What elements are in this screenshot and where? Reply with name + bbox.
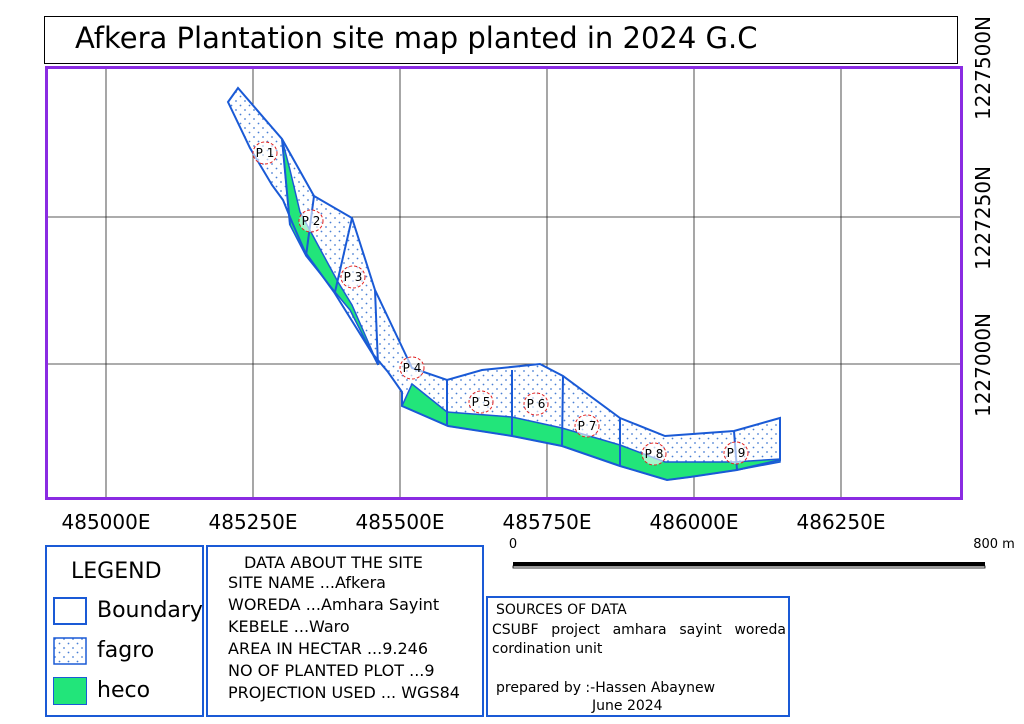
site-data-row: PROJECTION USED ... WGS84 bbox=[228, 683, 460, 702]
sources-title: SOURCES OF DATA bbox=[496, 602, 627, 618]
legend-label: Boundary bbox=[97, 598, 203, 623]
easting-label: 486250E bbox=[796, 510, 886, 534]
plot-divider bbox=[374, 289, 379, 366]
legend-item-fagro: fagro bbox=[53, 637, 203, 667]
plot-ring bbox=[298, 209, 324, 233]
site-data-row: WOREDA ...Amhara Sayint bbox=[228, 595, 440, 614]
plot-label-p4: P 4 bbox=[403, 361, 422, 375]
plot-label-p8: P 8 bbox=[645, 447, 664, 461]
sources-panel: SOURCES OF DATA CSUBF project amhara say… bbox=[486, 596, 790, 717]
plot-ring bbox=[641, 442, 667, 466]
legend-item-boundary: Boundary bbox=[53, 597, 203, 627]
plot-ring bbox=[252, 141, 278, 165]
map-title-box: Afkera Plantation site map planted in 20… bbox=[44, 16, 958, 64]
plot-divider bbox=[281, 138, 291, 226]
plot-ring bbox=[523, 392, 549, 416]
scale-bar-start-label: 0 bbox=[509, 537, 517, 552]
plot-label-p1: P 1 bbox=[256, 146, 275, 160]
boundary-swatch-icon bbox=[53, 597, 87, 625]
plot-ring bbox=[399, 356, 425, 380]
easting-label: 485250E bbox=[208, 510, 298, 534]
site-data-row: SITE NAME ...Afkera bbox=[228, 573, 386, 592]
plot-label-p3: P 3 bbox=[344, 270, 363, 284]
easting-label: 485500E bbox=[355, 510, 445, 534]
site-data-row: KEBELE ...Waro bbox=[228, 617, 350, 636]
prepared-date: June 2024 bbox=[592, 698, 663, 714]
map-title: Afkera Plantation site map planted in 20… bbox=[75, 21, 758, 55]
plot-label-p5: P 5 bbox=[472, 395, 491, 409]
sources-body: CSUBF project amhara sayint woreda cordi… bbox=[492, 622, 786, 657]
plot-label-p2: P 2 bbox=[302, 214, 321, 228]
plot-ring bbox=[723, 441, 749, 465]
plot-ring bbox=[468, 390, 494, 414]
site-data-row: NO OF PLANTED PLOT ...9 bbox=[228, 661, 435, 680]
site-data-row: AREA IN HECTAR ...9.246 bbox=[228, 639, 429, 658]
easting-label: 485000E bbox=[61, 510, 151, 534]
legend-label: fagro bbox=[97, 638, 155, 663]
plot-label-rings bbox=[252, 141, 749, 466]
scale-bar-bar bbox=[513, 562, 985, 566]
fagro-swatch-icon bbox=[53, 637, 87, 665]
plot-label-p6: P 6 bbox=[527, 397, 546, 411]
plot-divider bbox=[334, 217, 353, 293]
site-boundary bbox=[226, 86, 781, 482]
legend-item-heco: heco bbox=[53, 677, 203, 707]
northing-label: 1227250N bbox=[971, 165, 995, 271]
plot-label-p9: P 9 bbox=[727, 446, 746, 460]
scale-bar: 0 800 m bbox=[509, 537, 1015, 569]
scale-bar-bar bbox=[512, 565, 986, 569]
legend-title: LEGEND bbox=[71, 559, 162, 584]
northing-label: 1227500N bbox=[971, 15, 995, 121]
plot-divider bbox=[561, 375, 564, 447]
prepared-by: prepared by :-Hassen Abaynew bbox=[496, 680, 716, 696]
heco-swatch-icon bbox=[53, 677, 87, 705]
legend-label: heco bbox=[97, 678, 151, 703]
easting-label: 486000E bbox=[649, 510, 739, 534]
scale-bar-end-label: 800 m bbox=[973, 537, 1015, 552]
site-data-panel: DATA ABOUT THE SITE SITE NAME ...Afkera … bbox=[206, 545, 484, 717]
northing-label: 1227000N bbox=[971, 312, 995, 418]
site-data-title: DATA ABOUT THE SITE bbox=[244, 553, 423, 572]
plot-ring bbox=[340, 265, 366, 289]
easting-label: 485750E bbox=[502, 510, 592, 534]
boundary-lines bbox=[226, 86, 781, 482]
plot-label-p7: P 7 bbox=[578, 419, 597, 433]
legend-panel: LEGEND Boundary fagro heco bbox=[45, 545, 204, 717]
plot-ring bbox=[574, 414, 600, 438]
